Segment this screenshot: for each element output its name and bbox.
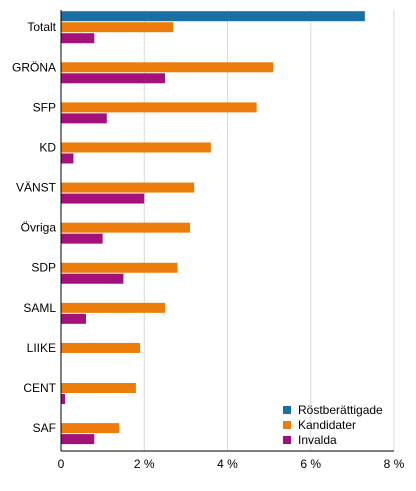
x-tick-label: 6 % xyxy=(300,457,321,471)
category-label: VÄNST xyxy=(16,181,57,195)
category-label: SDP xyxy=(31,261,56,275)
x-tick-label: 8 % xyxy=(384,457,405,471)
x-tick-labels: 0 2 % 4 % 6 % 8 % xyxy=(58,457,405,471)
bar-invalda xyxy=(61,394,66,405)
category-label: LIIKE xyxy=(27,341,56,355)
bar-invalda xyxy=(61,113,107,124)
category-labels: Totalt GRÖNA SFP KD VÄNST Övriga SDP SAML LIIKE C… xyxy=(12,20,57,435)
legend-label: Invalda xyxy=(298,433,337,447)
bar-invalda xyxy=(61,193,145,204)
category-label: SAML xyxy=(23,301,56,315)
legend-swatch xyxy=(283,406,291,414)
bar-kandidater xyxy=(61,102,257,113)
bar-invalda xyxy=(61,33,95,44)
bar-invalda xyxy=(61,313,86,324)
category-label: GRÖNA xyxy=(12,60,56,74)
bar-invalda xyxy=(61,273,124,284)
x-tick-label: 0 xyxy=(58,457,65,471)
category-label: KD xyxy=(39,140,56,154)
x-tick-label: 2 % xyxy=(134,457,155,471)
bar-kandidater xyxy=(61,423,120,434)
category-label: CENT xyxy=(23,381,56,395)
bar-invalda xyxy=(61,434,95,445)
x-tick-label: 4 % xyxy=(217,457,238,471)
legend-swatch xyxy=(283,421,291,429)
category-label: SAF xyxy=(33,421,56,435)
legend-swatch xyxy=(283,436,291,444)
bar-kandidater xyxy=(61,342,141,353)
category-label: Totalt xyxy=(27,20,56,34)
bars xyxy=(61,11,365,445)
bar-kandidater xyxy=(61,262,178,273)
bar-invalda xyxy=(61,233,103,244)
bar-invalda xyxy=(61,153,74,164)
bar-kandidater xyxy=(61,302,166,313)
bar-kandidater xyxy=(61,142,211,153)
bar-r-stber-ttigade xyxy=(61,11,365,22)
bar-kandidater xyxy=(61,22,174,33)
category-label: Övriga xyxy=(21,221,57,235)
legend-label: Röstberättigade xyxy=(298,403,383,417)
bar-kandidater xyxy=(61,62,274,73)
legend-label: Kandidater xyxy=(298,418,356,432)
category-label: SFP xyxy=(33,100,56,114)
bar-kandidater xyxy=(61,383,136,394)
bar-kandidater xyxy=(61,222,191,233)
bar-invalda xyxy=(61,73,166,84)
bar-kandidater xyxy=(61,182,195,193)
